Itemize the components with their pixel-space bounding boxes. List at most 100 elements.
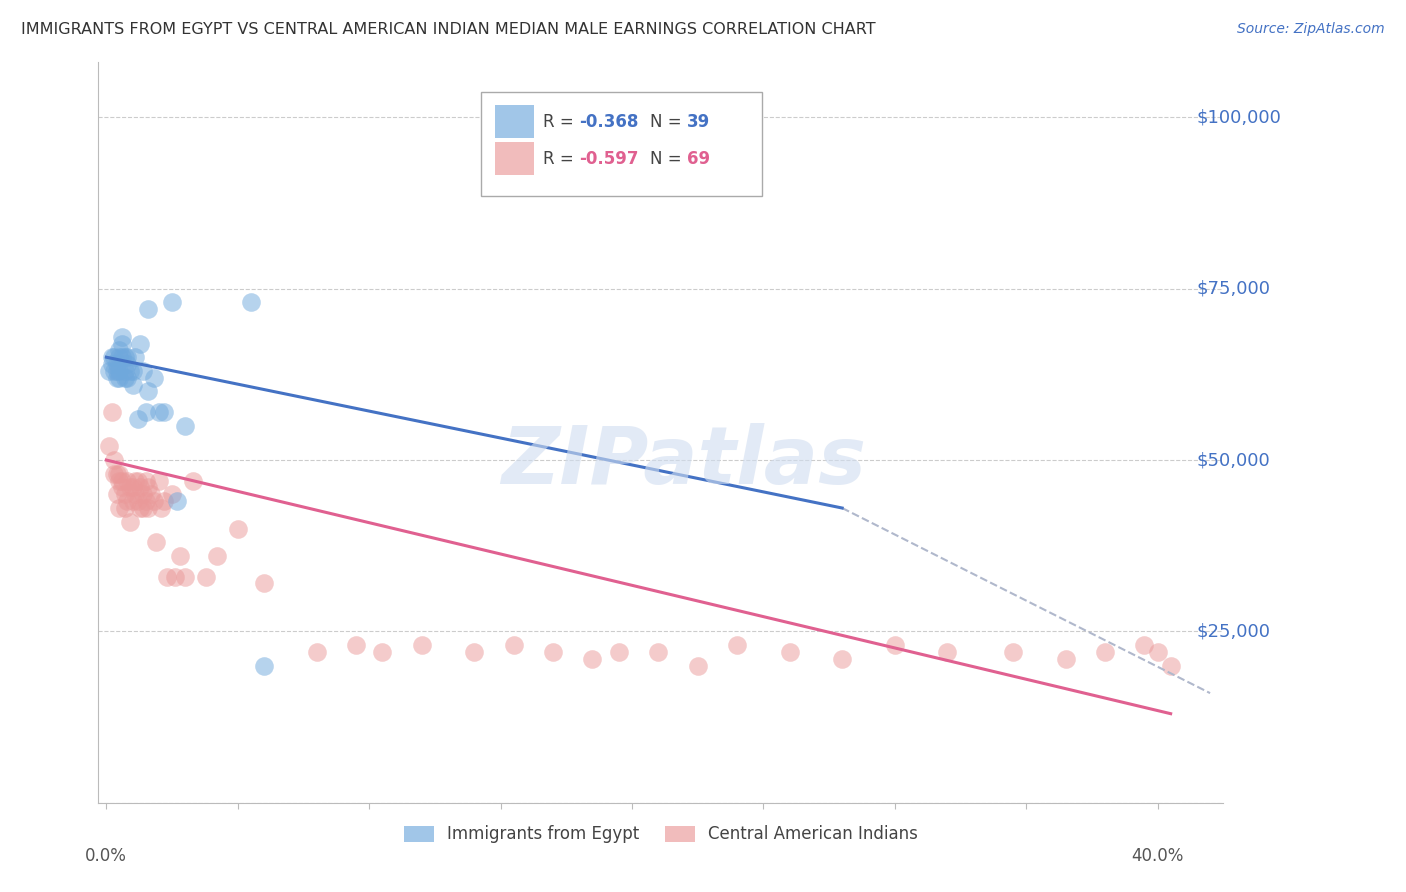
Text: N =: N =: [650, 150, 686, 168]
Point: [581, 652, 603, 666]
Point: [111, 350, 134, 364]
Point: [100, 350, 122, 364]
Point: [114, 364, 136, 378]
Point: [108, 371, 131, 385]
Point: [121, 494, 143, 508]
Point: [1054, 652, 1077, 666]
Point: [166, 494, 188, 508]
Point: [156, 569, 179, 583]
Point: [105, 364, 128, 378]
Point: [108, 501, 131, 516]
Point: [132, 501, 155, 516]
Point: [114, 487, 136, 501]
Point: [502, 638, 524, 652]
Point: [344, 638, 367, 652]
Text: R =: R =: [543, 150, 579, 168]
Point: [117, 494, 139, 508]
Point: [725, 638, 748, 652]
Text: ZIPatlas: ZIPatlas: [501, 423, 866, 501]
Point: [253, 576, 276, 591]
Point: [108, 343, 131, 358]
Point: [371, 645, 394, 659]
Point: [103, 364, 125, 378]
Point: [111, 474, 134, 488]
Point: [160, 487, 183, 501]
Point: [163, 569, 186, 583]
Point: [100, 405, 122, 419]
Point: [607, 645, 630, 659]
Point: [105, 487, 128, 501]
Point: [831, 652, 853, 666]
Point: [100, 357, 122, 371]
Point: [138, 384, 160, 399]
Point: [105, 357, 128, 371]
Point: [1160, 658, 1182, 673]
Point: [117, 350, 139, 364]
Point: [169, 549, 191, 563]
Point: [117, 371, 139, 385]
Text: R =: R =: [543, 112, 579, 130]
Point: [142, 494, 165, 508]
Text: 69: 69: [686, 150, 710, 168]
Point: [883, 638, 905, 652]
Point: [114, 501, 136, 516]
Point: [153, 405, 176, 419]
Point: [174, 569, 197, 583]
Point: [138, 501, 160, 516]
Point: [153, 494, 176, 508]
Point: [205, 549, 228, 563]
Point: [135, 405, 157, 419]
Point: [117, 357, 139, 371]
Point: [195, 569, 218, 583]
Text: Source: ZipAtlas.com: Source: ZipAtlas.com: [1237, 22, 1385, 37]
Point: [411, 638, 433, 652]
Point: [132, 487, 155, 501]
Point: [117, 474, 139, 488]
Text: $50,000: $50,000: [1197, 451, 1271, 469]
Point: [118, 515, 141, 529]
Point: [118, 480, 141, 494]
Point: [463, 645, 485, 659]
Point: [97, 439, 120, 453]
Point: [108, 467, 131, 481]
Text: 0.0%: 0.0%: [86, 847, 127, 865]
Point: [121, 364, 143, 378]
Point: [105, 371, 128, 385]
Point: [139, 487, 162, 501]
Point: [647, 645, 669, 659]
Text: -0.368: -0.368: [579, 112, 638, 130]
Point: [103, 350, 125, 364]
Point: [541, 645, 564, 659]
Point: [124, 487, 146, 501]
Point: [127, 412, 149, 426]
Point: [150, 501, 173, 516]
Point: [1146, 645, 1168, 659]
Point: [108, 350, 131, 364]
Point: [129, 480, 152, 494]
Text: N =: N =: [650, 112, 686, 130]
FancyBboxPatch shape: [495, 105, 534, 138]
Point: [239, 295, 262, 310]
Point: [121, 480, 143, 494]
Point: [108, 364, 131, 378]
Point: [103, 467, 125, 481]
Point: [160, 295, 183, 310]
Point: [148, 474, 170, 488]
FancyBboxPatch shape: [495, 143, 534, 175]
Legend: Immigrants from Egypt, Central American Indians: Immigrants from Egypt, Central American …: [398, 819, 924, 850]
FancyBboxPatch shape: [481, 92, 762, 195]
Point: [111, 336, 134, 351]
Point: [174, 418, 197, 433]
Point: [135, 494, 157, 508]
Point: [779, 645, 801, 659]
Point: [138, 480, 160, 494]
Point: [127, 474, 149, 488]
Text: IMMIGRANTS FROM EGYPT VS CENTRAL AMERICAN INDIAN MEDIAN MALE EARNINGS CORRELATIO: IMMIGRANTS FROM EGYPT VS CENTRAL AMERICA…: [21, 22, 876, 37]
Point: [145, 535, 167, 549]
Point: [135, 474, 157, 488]
Point: [305, 645, 328, 659]
Point: [181, 474, 204, 488]
Point: [105, 467, 128, 481]
Text: $25,000: $25,000: [1197, 623, 1271, 640]
Point: [129, 336, 152, 351]
